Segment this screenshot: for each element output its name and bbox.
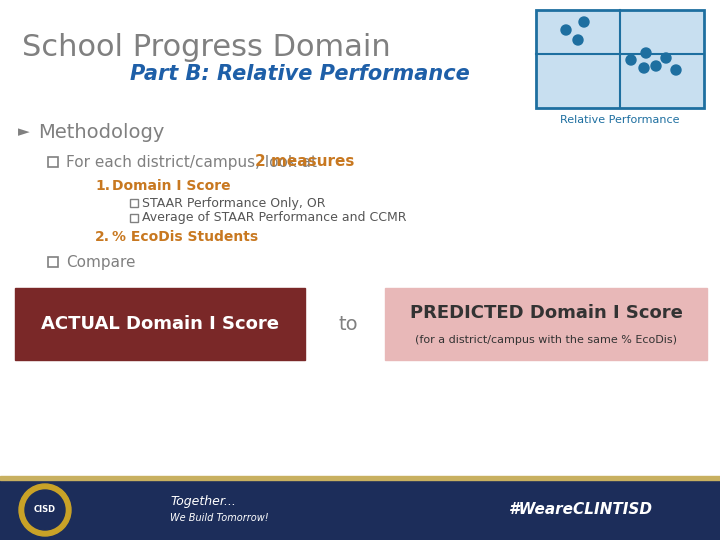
Text: 2.: 2. bbox=[95, 230, 110, 244]
Text: (for a district/campus with the same % EcoDis): (for a district/campus with the same % E… bbox=[415, 335, 677, 345]
Text: Methodology: Methodology bbox=[38, 123, 164, 141]
Text: 1.: 1. bbox=[95, 179, 110, 193]
Bar bbox=[15, 288, 305, 360]
Circle shape bbox=[19, 484, 71, 536]
Text: We Build Tomorrow!: We Build Tomorrow! bbox=[170, 513, 269, 523]
Text: STAAR Performance Only, OR: STAAR Performance Only, OR bbox=[142, 197, 325, 210]
Text: School Progress Domain: School Progress Domain bbox=[22, 33, 391, 63]
Text: to: to bbox=[338, 314, 358, 334]
Text: % EcoDis Students: % EcoDis Students bbox=[112, 230, 258, 244]
Circle shape bbox=[626, 55, 636, 65]
Circle shape bbox=[671, 65, 681, 75]
Bar bbox=[0, 480, 720, 540]
Text: Average of STAAR Performance and CCMR: Average of STAAR Performance and CCMR bbox=[142, 212, 407, 225]
Bar bbox=[536, 10, 704, 108]
Text: #WeareCLINTISD: #WeareCLINTISD bbox=[508, 503, 652, 517]
Text: Domain I Score: Domain I Score bbox=[112, 179, 230, 193]
Text: CISD: CISD bbox=[34, 505, 56, 515]
Circle shape bbox=[579, 17, 589, 27]
Text: For each district/campus, look at: For each district/campus, look at bbox=[66, 154, 322, 170]
Bar bbox=[48, 157, 58, 167]
Circle shape bbox=[561, 25, 571, 35]
Text: Compare: Compare bbox=[66, 254, 135, 269]
Circle shape bbox=[25, 490, 65, 530]
Text: Together...: Together... bbox=[170, 496, 236, 509]
Circle shape bbox=[639, 63, 649, 73]
Circle shape bbox=[573, 35, 583, 45]
Text: 2 measures: 2 measures bbox=[255, 154, 354, 170]
Text: PREDICTED Domain I Score: PREDICTED Domain I Score bbox=[410, 304, 683, 322]
Bar bbox=[0, 476, 720, 480]
Bar bbox=[130, 199, 138, 207]
Bar bbox=[130, 214, 138, 222]
Text: Part B: Relative Performance: Part B: Relative Performance bbox=[130, 64, 469, 84]
Circle shape bbox=[661, 53, 671, 63]
Circle shape bbox=[641, 48, 651, 58]
Bar bbox=[385, 288, 707, 360]
Text: ACTUAL Domain I Score: ACTUAL Domain I Score bbox=[41, 315, 279, 333]
Circle shape bbox=[651, 61, 661, 71]
Text: Relative Performance: Relative Performance bbox=[560, 115, 680, 125]
Bar bbox=[48, 257, 58, 267]
Text: ►: ► bbox=[18, 125, 30, 139]
